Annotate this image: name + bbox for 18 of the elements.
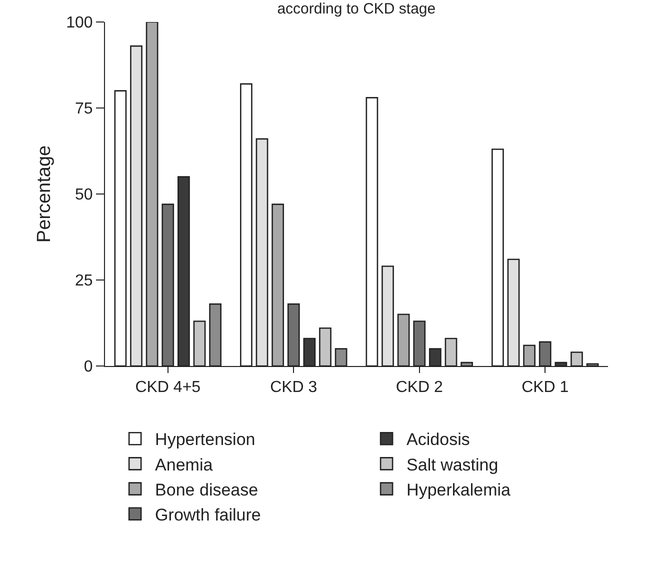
y-tick-label: 0 [84,358,93,376]
legend-label: Hyperkalemia [406,480,512,500]
legend-label: Salt wasting [406,455,498,474]
legend-label: Hypertension [155,430,256,450]
chart-title: according to CKD stage [277,0,436,18]
legend-label: Anemia [155,455,214,474]
y-tick-label: 25 [75,272,93,290]
x-tick-label: CKD 3 [270,379,318,396]
y-tick-label: 100 [66,14,93,32]
legend-label: Acidosis [406,430,470,450]
y-tick-label: 75 [75,100,93,118]
legend-label: Bone disease [155,480,258,500]
legend-label: Growth failure [155,506,261,525]
x-tick-label: CKD 4+5 [135,379,201,396]
y-axis-title: Percentage [34,145,55,243]
x-tick-label: CKD 1 [522,379,569,396]
x-tick-label: CKD 2 [396,379,444,396]
y-tick-label: 50 [75,186,93,204]
